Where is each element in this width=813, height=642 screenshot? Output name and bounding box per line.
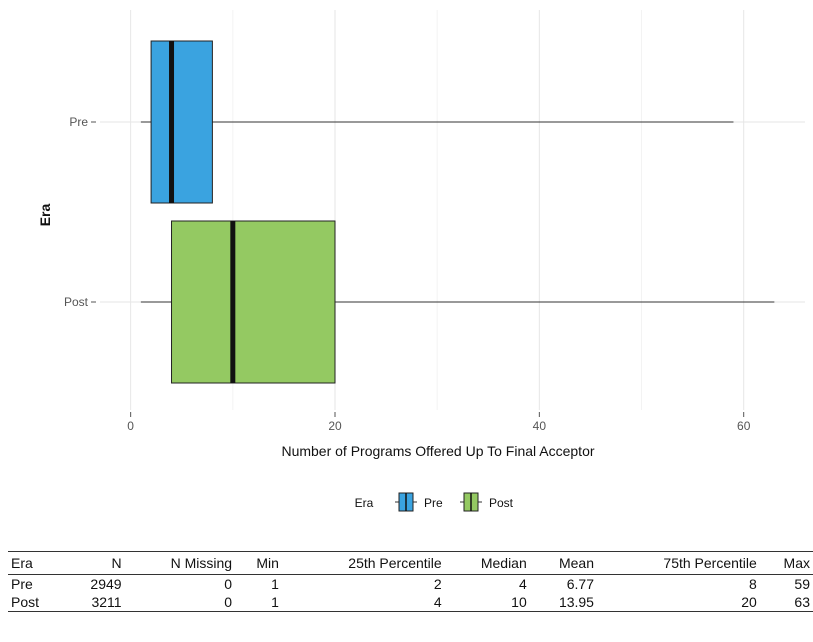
table-header-cell: Era <box>11 555 33 571</box>
table-cell: Pre <box>11 576 33 592</box>
y-axis-title: Era <box>37 204 53 227</box>
y-ticks: Pre Post <box>64 115 96 309</box>
table-cell: 13.95 <box>558 594 594 610</box>
table-row: Pre 2949 0 1 2 4 6.77 8 59 <box>8 575 813 594</box>
legend-item-pre: Pre <box>395 492 443 512</box>
summary-table: Era N N Missing Min 25th Percentile Median Mea… <box>8 551 813 612</box>
table-cell: Post <box>11 594 40 610</box>
boxplot-chart: Pre Post 0 20 40 60 Number of Programs Offer… <box>37 10 805 512</box>
table-cell: 20 <box>741 594 757 610</box>
table-cell: 4 <box>518 576 527 592</box>
boxes <box>140 40 775 384</box>
x-tick-label: 0 <box>127 419 134 433</box>
table-cell: 2949 <box>90 576 122 592</box>
table-header-row: Era N N Missing Min 25th Percentile Median Mea… <box>8 551 813 575</box>
table-row: Post 3211 0 1 4 10 13.95 20 63 <box>8 593 813 612</box>
table-cell: 8 <box>749 576 757 592</box>
box-post <box>140 220 775 384</box>
table-header-cell: N Missing <box>170 555 233 571</box>
x-tick-label: 60 <box>737 419 751 433</box>
table-header-cell: Min <box>256 555 279 571</box>
table-header-cell: 75th Percentile <box>663 555 757 571</box>
table-header-cell: 25th Percentile <box>348 555 442 571</box>
table-header-cell: Max <box>783 555 810 571</box>
legend-item-post: Post <box>460 492 514 512</box>
legend-label: Pre <box>424 496 443 510</box>
table-header-cell: Mean <box>558 555 594 571</box>
table-cell: 1 <box>271 594 279 610</box>
x-tick-label: 20 <box>328 419 342 433</box>
y-tick-label: Pre <box>69 115 88 129</box>
table-header-cell: Median <box>480 555 527 571</box>
table-cell: 3211 <box>91 594 122 610</box>
table-body: Pre 2949 0 1 2 4 6.77 8 59 Post 3211 0 1 4 10 13.95 20 63 <box>8 575 813 612</box>
table-cell: 59 <box>794 576 810 592</box>
y-tick-label: Post <box>64 295 89 309</box>
x-axis-title: Number of Programs Offered Up To Final A… <box>281 443 594 459</box>
table-cell: 2 <box>433 576 442 592</box>
box-pre <box>140 40 734 204</box>
table-header-cell: N <box>111 555 122 571</box>
table-cell: 1 <box>271 576 279 592</box>
x-ticks: 0 20 40 60 <box>127 412 751 433</box>
table-cell: 10 <box>511 594 527 610</box>
legend-label: Post <box>489 496 514 510</box>
box-iqr <box>171 220 336 384</box>
table-cell: 6.77 <box>566 576 594 592</box>
legend-title: Era <box>355 496 374 510</box>
table-cell: 4 <box>433 594 442 610</box>
legend: Era Pre Post <box>355 492 514 512</box>
table-cell: 0 <box>224 576 233 592</box>
table-cell: 63 <box>794 594 810 610</box>
box-iqr <box>150 40 213 204</box>
table-cell: 0 <box>224 594 233 610</box>
x-tick-label: 40 <box>533 419 547 433</box>
